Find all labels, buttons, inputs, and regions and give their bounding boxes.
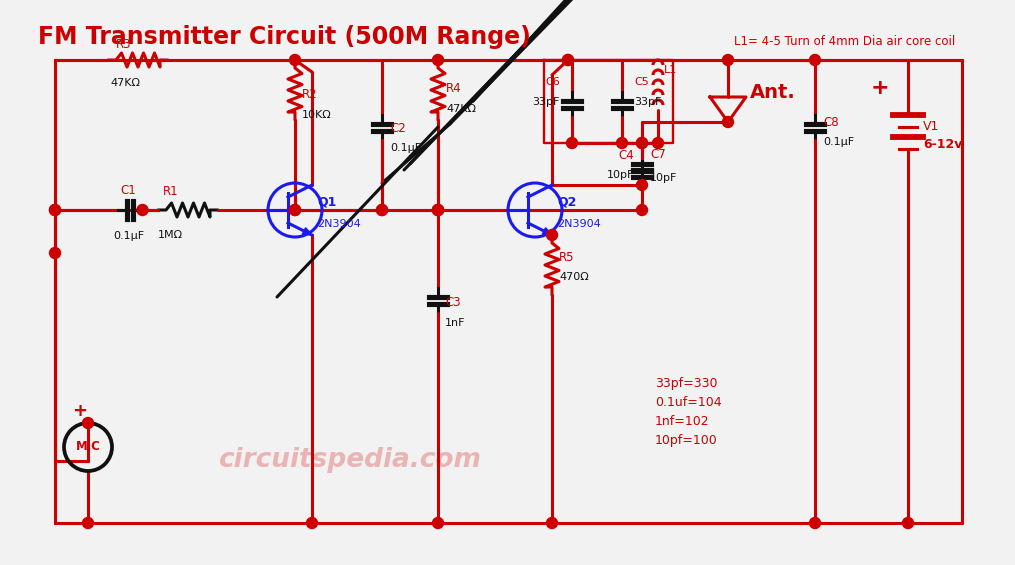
- Text: 0.1μF: 0.1μF: [390, 143, 421, 153]
- Text: R5: R5: [559, 250, 574, 263]
- Text: Q1: Q1: [317, 195, 336, 208]
- Text: Q2: Q2: [557, 195, 577, 208]
- Text: C3: C3: [445, 297, 461, 310]
- Text: R4: R4: [446, 81, 462, 94]
- Text: 10pF: 10pF: [650, 173, 677, 183]
- Text: 33pF: 33pF: [533, 97, 560, 107]
- Text: 47KΩ: 47KΩ: [110, 78, 140, 88]
- Circle shape: [432, 205, 444, 215]
- Circle shape: [810, 54, 820, 66]
- Circle shape: [636, 137, 648, 149]
- Circle shape: [810, 518, 820, 528]
- Text: C7: C7: [650, 148, 666, 161]
- Text: R3: R3: [116, 38, 132, 51]
- Text: 47KΩ: 47KΩ: [446, 104, 476, 114]
- Polygon shape: [542, 228, 552, 235]
- Text: C1: C1: [120, 184, 136, 197]
- Text: C5: C5: [634, 77, 649, 87]
- Text: circuitspedia.com: circuitspedia.com: [218, 447, 481, 473]
- Text: 2N3904: 2N3904: [557, 219, 601, 229]
- Circle shape: [562, 54, 573, 66]
- Circle shape: [50, 205, 61, 215]
- Text: R1: R1: [163, 185, 179, 198]
- Polygon shape: [302, 228, 312, 235]
- Text: 0.1μF: 0.1μF: [823, 137, 855, 147]
- Circle shape: [82, 418, 93, 428]
- Text: 10pF: 10pF: [607, 170, 634, 180]
- Circle shape: [377, 205, 388, 215]
- Text: +: +: [871, 78, 889, 98]
- Text: C4: C4: [618, 149, 634, 162]
- Circle shape: [307, 518, 318, 528]
- Circle shape: [636, 180, 648, 190]
- Circle shape: [653, 137, 664, 149]
- Circle shape: [289, 205, 300, 215]
- Text: L1= 4-5 Turn of 4mm Dia air core coil: L1= 4-5 Turn of 4mm Dia air core coil: [734, 35, 955, 48]
- Text: L1: L1: [664, 65, 677, 75]
- Text: 2N3904: 2N3904: [317, 219, 360, 229]
- Text: FM Transmitter Circuit (500M Range): FM Transmitter Circuit (500M Range): [38, 25, 531, 49]
- Circle shape: [432, 205, 444, 215]
- Circle shape: [562, 54, 573, 66]
- Text: C6: C6: [545, 77, 560, 87]
- Circle shape: [546, 229, 557, 241]
- Text: 6-12v: 6-12v: [923, 138, 962, 151]
- Text: 33pF: 33pF: [634, 97, 662, 107]
- Circle shape: [546, 518, 557, 528]
- Circle shape: [432, 205, 444, 215]
- Text: V1: V1: [923, 120, 939, 133]
- Text: C8: C8: [823, 115, 838, 128]
- Circle shape: [50, 247, 61, 259]
- Text: 10KΩ: 10KΩ: [302, 110, 332, 120]
- Text: 1nF: 1nF: [445, 318, 466, 328]
- Text: 1MΩ: 1MΩ: [158, 230, 183, 240]
- Text: Ant.: Ant.: [750, 82, 796, 102]
- Circle shape: [289, 54, 300, 66]
- Text: 470Ω: 470Ω: [559, 272, 589, 282]
- Text: +: +: [72, 402, 87, 420]
- Text: MIC: MIC: [75, 441, 100, 454]
- Circle shape: [723, 54, 734, 66]
- Text: 33pf=330
0.1uf=104
1nf=102
10pf=100: 33pf=330 0.1uf=104 1nf=102 10pf=100: [655, 377, 722, 447]
- Text: R2: R2: [302, 89, 318, 102]
- Circle shape: [723, 116, 734, 128]
- Circle shape: [636, 205, 648, 215]
- Circle shape: [50, 205, 61, 215]
- Circle shape: [432, 518, 444, 528]
- Circle shape: [377, 205, 388, 215]
- Circle shape: [289, 205, 300, 215]
- Text: C2: C2: [390, 121, 406, 134]
- Circle shape: [616, 137, 627, 149]
- Circle shape: [82, 518, 93, 528]
- Text: 0.1μF: 0.1μF: [113, 231, 144, 241]
- Circle shape: [137, 205, 148, 215]
- Circle shape: [566, 137, 578, 149]
- Circle shape: [432, 54, 444, 66]
- Circle shape: [636, 137, 648, 149]
- Circle shape: [902, 518, 914, 528]
